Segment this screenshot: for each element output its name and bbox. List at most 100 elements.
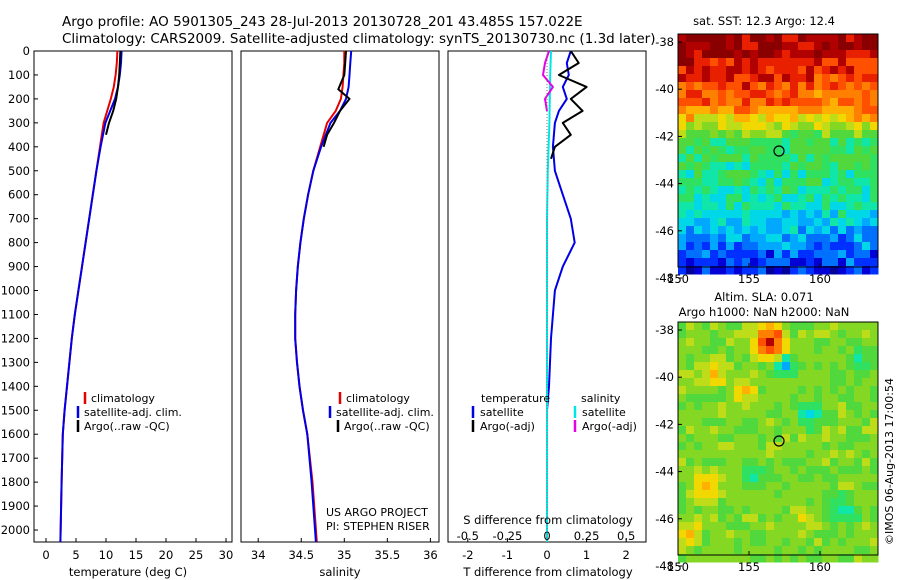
sla-cell [822,490,831,499]
sla-cell [830,418,839,427]
sla-cell [686,546,695,555]
sst-cell [814,146,823,155]
sla-cell [718,506,727,515]
sla-cell [686,514,695,523]
sla-cell [694,322,703,331]
sla-cell [798,530,807,539]
sla-cell [702,514,711,523]
sst-cell [806,258,815,267]
sst-cell [742,194,751,203]
sla-cell [694,514,703,523]
sla-cell [790,362,799,371]
sst-cell [862,162,871,171]
sst-cell [734,42,743,51]
sst-cell [742,154,751,163]
sla-cell [718,458,727,467]
sla-cell [742,522,751,531]
sla-cell [870,522,879,531]
sst-cell [734,50,743,59]
sst-cell [678,34,687,43]
sst-cell [694,258,703,267]
sla-cell [854,394,863,403]
sst-cell [742,210,751,219]
sst-cell [822,226,831,235]
sla-cell [758,554,767,563]
sla-cell [830,482,839,491]
sla-cell [678,442,687,451]
temperature-panel: 0 5 10 15 20 25 30 [42,50,233,562]
sla-cell [862,354,871,363]
sla-cell [702,418,711,427]
sla-cell [726,506,735,515]
sst-cell [742,50,751,59]
sla-cell [678,330,687,339]
sla-cell [862,426,871,435]
sst-cell [678,122,687,131]
sst-cell [870,154,879,163]
sla-cell [758,338,767,347]
difference-s-tick-label: -0.25 [493,529,523,543]
sla-cell [686,530,695,539]
sla-cell [838,402,847,411]
sst-cell [750,202,759,211]
sst-cell [750,226,759,235]
sla-cell [686,490,695,499]
sst-cell [766,82,775,91]
sla-cell [830,466,839,475]
sla-cell [742,474,751,483]
sla-cell [814,362,823,371]
sst-cell [758,66,767,75]
sla-cell [758,378,767,387]
sla-cell [854,450,863,459]
sst-cell [854,58,863,67]
sla-cell [814,410,823,419]
sla-map-ytick-label: -44 [655,465,674,479]
sst-cell [798,202,807,211]
sla-cell [742,402,751,411]
sla-cell [758,466,767,475]
sla-cell [766,442,775,451]
sla-cell [766,346,775,355]
sst-cell [790,250,799,259]
sla-cell [814,538,823,547]
salinity-legend: climatology satellite-adj. clim. Argo(..… [326,392,434,533]
sla-cell [870,466,879,475]
sst-cell [830,202,839,211]
sst-cell [790,74,799,83]
sst-cell [678,98,687,107]
sla-cell [678,402,687,411]
sst-cell [678,250,687,259]
sst-cell [750,178,759,187]
sst-cell [678,218,687,227]
sla-cell [846,370,855,379]
sla-cell [766,466,775,475]
sla-cell [686,362,695,371]
sla-cell [766,498,775,507]
sst-cell [822,194,831,203]
sla-cell [870,530,879,539]
sla-cell [758,434,767,443]
sla-cell [742,538,751,547]
sst-cell [694,114,703,123]
sla-cell [758,362,767,371]
sla-cell [814,554,823,563]
sst-cell [758,186,767,195]
sst-cell [846,170,855,179]
sst-cell [806,170,815,179]
sla-cell [814,418,823,427]
sst-cell [798,194,807,203]
sst-cell [790,90,799,99]
sla-cell [798,362,807,371]
sst-cell [686,162,695,171]
sst-cell [710,250,719,259]
sla-cell [758,498,767,507]
sla-cell [686,410,695,419]
sst-cell [742,66,751,75]
sla-cell [710,474,719,483]
sst-cell [718,194,727,203]
sla-cell [774,514,783,523]
sla-cell [838,530,847,539]
sla-cell [758,506,767,515]
sst-cell [742,250,751,259]
